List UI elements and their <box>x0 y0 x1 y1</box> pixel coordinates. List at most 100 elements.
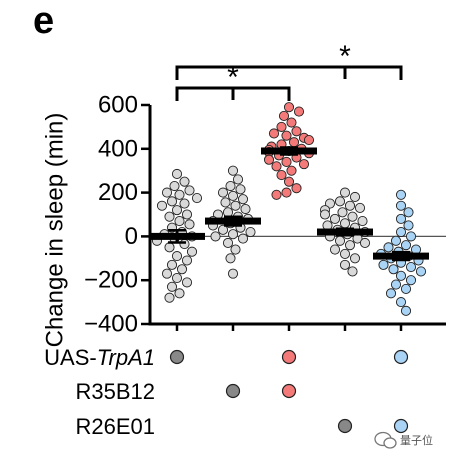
data-point <box>298 159 310 170</box>
data-point <box>281 156 292 167</box>
data-point <box>281 130 292 141</box>
data-point <box>339 248 351 259</box>
data-point <box>271 161 282 172</box>
data-point <box>334 235 346 246</box>
data-point <box>405 262 417 273</box>
data-point <box>161 268 173 279</box>
data-point <box>354 202 366 213</box>
data-point <box>179 239 190 250</box>
data-point <box>359 237 371 249</box>
data-point <box>378 259 389 270</box>
data-point <box>263 154 275 165</box>
watermark-text: 量子位 <box>400 433 433 447</box>
data-point <box>385 288 397 299</box>
genotype-label: UAS-TrpA1 <box>44 345 155 370</box>
data-point <box>181 255 193 266</box>
data-point <box>276 170 287 181</box>
genotype-label-italic: TrpA1 <box>97 345 155 370</box>
mean-bar <box>317 228 373 236</box>
data-point <box>171 205 183 216</box>
data-point <box>415 266 427 277</box>
data-point <box>390 235 402 246</box>
data-point <box>161 187 173 198</box>
y-axis-title: Change in sleep (min) <box>41 113 68 348</box>
data-point <box>329 244 341 255</box>
data-point <box>271 189 282 200</box>
data-point <box>334 196 346 207</box>
data-point <box>171 272 183 284</box>
data-point <box>403 207 414 218</box>
watermark: 量子位 <box>374 431 433 449</box>
data-point <box>344 200 356 211</box>
y-tick-label: 0 <box>125 223 138 250</box>
data-point <box>339 187 351 198</box>
data-point <box>164 292 175 303</box>
data-point <box>324 198 336 209</box>
genotype-table: UAS-TrpA1 R35B12 R26E01 <box>44 345 409 439</box>
data-point <box>347 266 358 277</box>
data-point <box>184 219 195 230</box>
data-point <box>400 283 412 295</box>
data-point <box>191 193 203 204</box>
data-point <box>232 174 244 185</box>
data-point <box>227 190 239 201</box>
genotype-label: R35B12 <box>75 379 155 404</box>
data-point <box>303 134 315 146</box>
data-point <box>293 106 305 117</box>
data-point <box>181 209 193 220</box>
genotype-marker <box>281 349 297 365</box>
data-point <box>164 242 175 253</box>
data-point <box>390 279 402 290</box>
data-point <box>319 209 331 220</box>
data-point <box>237 194 249 205</box>
significance-star: * <box>339 40 351 73</box>
data-point <box>291 126 302 137</box>
significance-bracket <box>175 65 403 80</box>
data-point <box>268 128 280 139</box>
data-point <box>240 203 251 215</box>
significance-brackets: ** <box>175 40 403 101</box>
data-point <box>337 207 348 218</box>
data-point <box>166 281 178 292</box>
data-point <box>388 264 399 275</box>
data-point <box>230 244 241 255</box>
data-point <box>349 191 361 203</box>
y-tick-label: 400 <box>98 135 138 162</box>
data-point <box>227 229 239 240</box>
genotype-marker <box>225 383 241 399</box>
significance-star: * <box>227 61 239 94</box>
data-point <box>395 297 407 308</box>
genotype-marker <box>393 418 409 434</box>
genotype-marker <box>393 349 409 365</box>
data-point <box>235 184 246 195</box>
y-ticks: 600 400 200 0 −200 −400 <box>84 92 150 338</box>
data-point <box>179 198 190 209</box>
data-point <box>174 189 185 200</box>
data-point <box>171 251 183 262</box>
data-point <box>286 165 297 176</box>
x-axis <box>148 322 446 331</box>
data-point <box>164 211 175 222</box>
genotype-marker <box>281 383 297 399</box>
data-point <box>186 246 198 257</box>
y-tick-label: 600 <box>98 92 138 119</box>
panel-label: e <box>33 0 54 42</box>
group-means <box>149 146 429 262</box>
data-point <box>217 187 229 198</box>
data-point <box>395 213 407 224</box>
wechat-chat-bubble-icon <box>374 431 397 449</box>
data-point <box>281 187 292 198</box>
data-point <box>171 168 183 180</box>
data-point <box>156 200 168 211</box>
data-point <box>339 259 351 270</box>
data-point <box>339 218 351 229</box>
y-tick-label: −200 <box>84 267 138 294</box>
genotype-label-prefix: R26E01 <box>75 414 155 439</box>
data-point <box>403 220 414 231</box>
data-point <box>286 117 297 128</box>
significance-bracket <box>175 86 291 101</box>
data-point <box>222 237 234 249</box>
data-point <box>184 185 195 196</box>
data-point <box>227 268 239 279</box>
